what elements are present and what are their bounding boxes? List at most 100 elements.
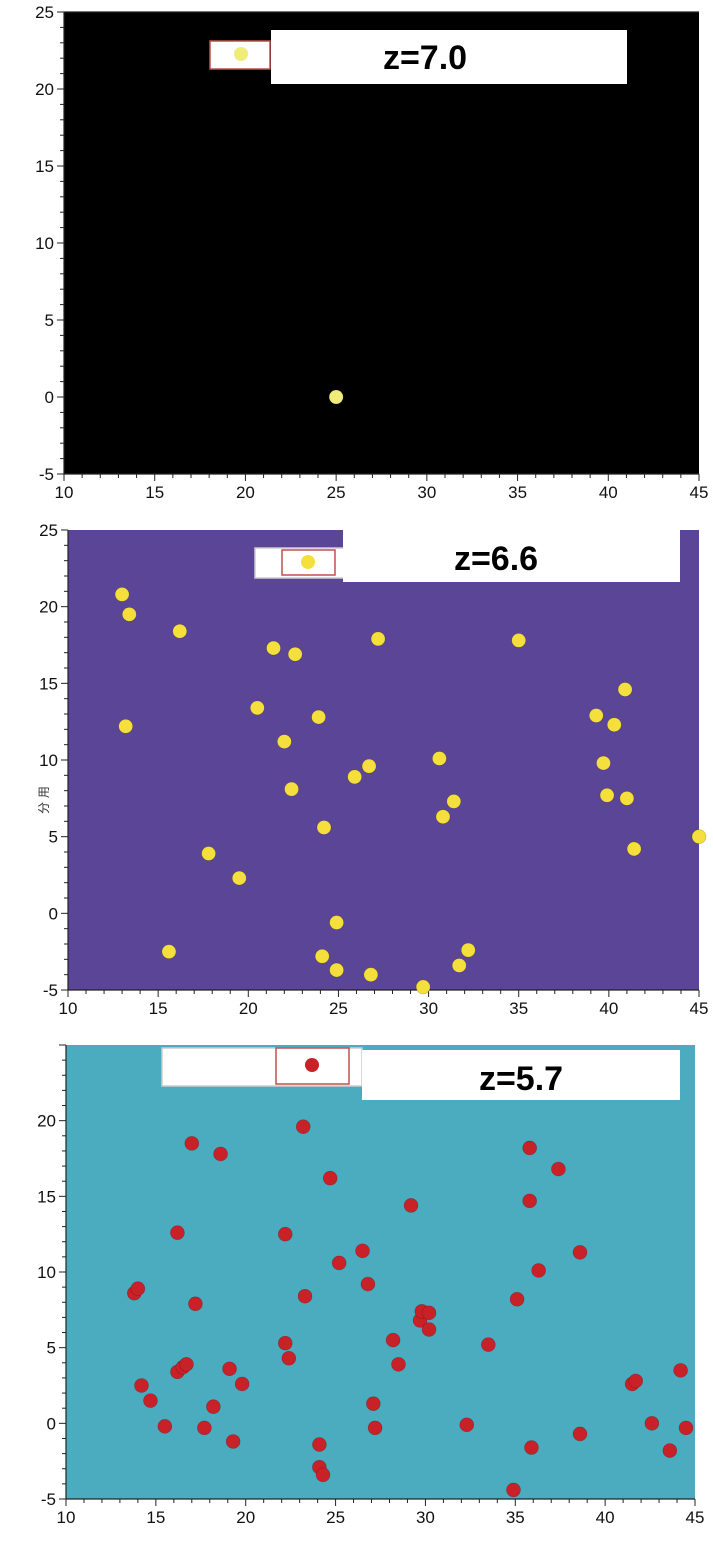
data-point <box>572 1426 588 1442</box>
x-tick-label: 40 <box>596 1508 615 1527</box>
data-point <box>184 1136 200 1151</box>
data-point <box>206 1399 221 1414</box>
x-tick-label: 45 <box>690 483 709 502</box>
x-tick-label: 40 <box>599 999 618 1018</box>
y-tick-label: 5 <box>45 311 54 330</box>
legend-marker <box>301 555 315 569</box>
data-point <box>662 1443 678 1458</box>
data-point <box>130 1281 146 1296</box>
data-point <box>277 1335 293 1351</box>
data-point <box>277 1226 293 1242</box>
title-box <box>362 1050 680 1100</box>
x-tick-label: 35 <box>508 483 527 502</box>
data-point <box>522 1193 537 1209</box>
data-point <box>644 1416 660 1431</box>
data-point <box>266 640 281 656</box>
data-point <box>360 1276 376 1292</box>
data-point <box>551 1161 566 1177</box>
y-tick-label: -5 <box>43 981 58 1000</box>
data-point <box>197 1420 212 1436</box>
data-point <box>225 1434 241 1449</box>
x-tick-label: 15 <box>149 999 168 1018</box>
data-point <box>331 1255 347 1271</box>
x-tick-label: 35 <box>506 1508 525 1527</box>
y-tick-label: -5 <box>41 1490 56 1509</box>
data-point <box>588 708 604 723</box>
data-point <box>366 1396 381 1411</box>
data-point <box>506 1482 521 1498</box>
data-point <box>596 755 611 771</box>
data-point <box>617 682 633 697</box>
x-tick-label: 25 <box>326 1508 345 1527</box>
data-point <box>222 1361 237 1377</box>
data-point <box>606 717 622 733</box>
data-points <box>126 1119 694 1498</box>
data-point <box>691 829 707 844</box>
y-tick-label: 25 <box>39 521 58 540</box>
data-point <box>385 1332 401 1348</box>
y-tick-label: 20 <box>39 598 58 617</box>
data-point <box>421 1322 437 1337</box>
data-point <box>329 915 344 930</box>
y-tick-label: 10 <box>35 234 54 253</box>
data-point <box>157 1419 173 1434</box>
data-point <box>201 846 216 861</box>
data-point <box>287 646 303 662</box>
x-tick-label: 30 <box>417 483 436 502</box>
x-tick-label: 10 <box>59 999 78 1018</box>
x-tick-label: 15 <box>145 483 164 502</box>
legend-marker <box>305 1058 319 1072</box>
data-point <box>415 979 431 995</box>
y-tick-label: 20 <box>37 1112 56 1131</box>
chart-title: z=6.6 <box>454 540 538 578</box>
y-axis-label: 分 用 <box>37 786 51 814</box>
data-point <box>161 944 177 959</box>
data-point <box>367 1420 383 1436</box>
data-point <box>421 1305 437 1321</box>
x-tick-label: 25 <box>329 999 348 1018</box>
y-tick-label: 10 <box>39 751 58 770</box>
data-point <box>522 1140 537 1156</box>
chart-1: 10 15 20 25 30 35 40 45 -5 0 5 10 15 20 25 z=7.0 <box>35 3 708 502</box>
data-point <box>114 587 130 602</box>
data-point <box>234 1376 250 1392</box>
data-point <box>599 787 615 803</box>
data-point <box>361 758 377 774</box>
x-tick-label: 45 <box>690 999 709 1018</box>
data-point <box>188 1296 203 1312</box>
data-point <box>231 870 247 886</box>
y-tick-label: 0 <box>45 388 54 407</box>
legend-marker-frame <box>281 549 336 576</box>
x-tick-label: 45 <box>686 1508 705 1527</box>
data-points <box>328 389 344 405</box>
y-tick-label: -5 <box>39 465 54 484</box>
y-tick-label: 15 <box>37 1187 56 1206</box>
data-point <box>316 820 332 835</box>
data-point <box>355 1243 370 1259</box>
data-point <box>370 631 386 647</box>
data-point <box>249 700 265 716</box>
data-points <box>114 587 707 995</box>
y-tick-label: 15 <box>35 157 54 176</box>
data-point <box>531 1263 546 1278</box>
data-point <box>284 781 299 797</box>
data-point <box>509 1291 525 1307</box>
data-point <box>626 841 642 857</box>
y-tick-label: 15 <box>39 674 58 693</box>
y-tick-label: 20 <box>35 80 54 99</box>
data-point <box>312 1437 327 1452</box>
y-tick-label: 5 <box>49 828 58 847</box>
x-tick-label: 20 <box>236 1508 255 1527</box>
chart-title: z=7.0 <box>383 39 467 77</box>
chart-3: 10 15 20 25 30 35 40 45 -5 0 5 10 15 20 分 用 z=5.7 <box>37 786 704 1527</box>
data-point <box>213 1146 228 1162</box>
data-point <box>328 389 344 405</box>
data-point <box>281 1350 297 1366</box>
data-point <box>403 1198 419 1213</box>
y-tick-label: 25 <box>35 3 54 22</box>
data-point <box>435 809 451 825</box>
data-point <box>619 791 635 806</box>
y-tick-label: 0 <box>49 904 58 923</box>
data-point <box>524 1440 539 1455</box>
